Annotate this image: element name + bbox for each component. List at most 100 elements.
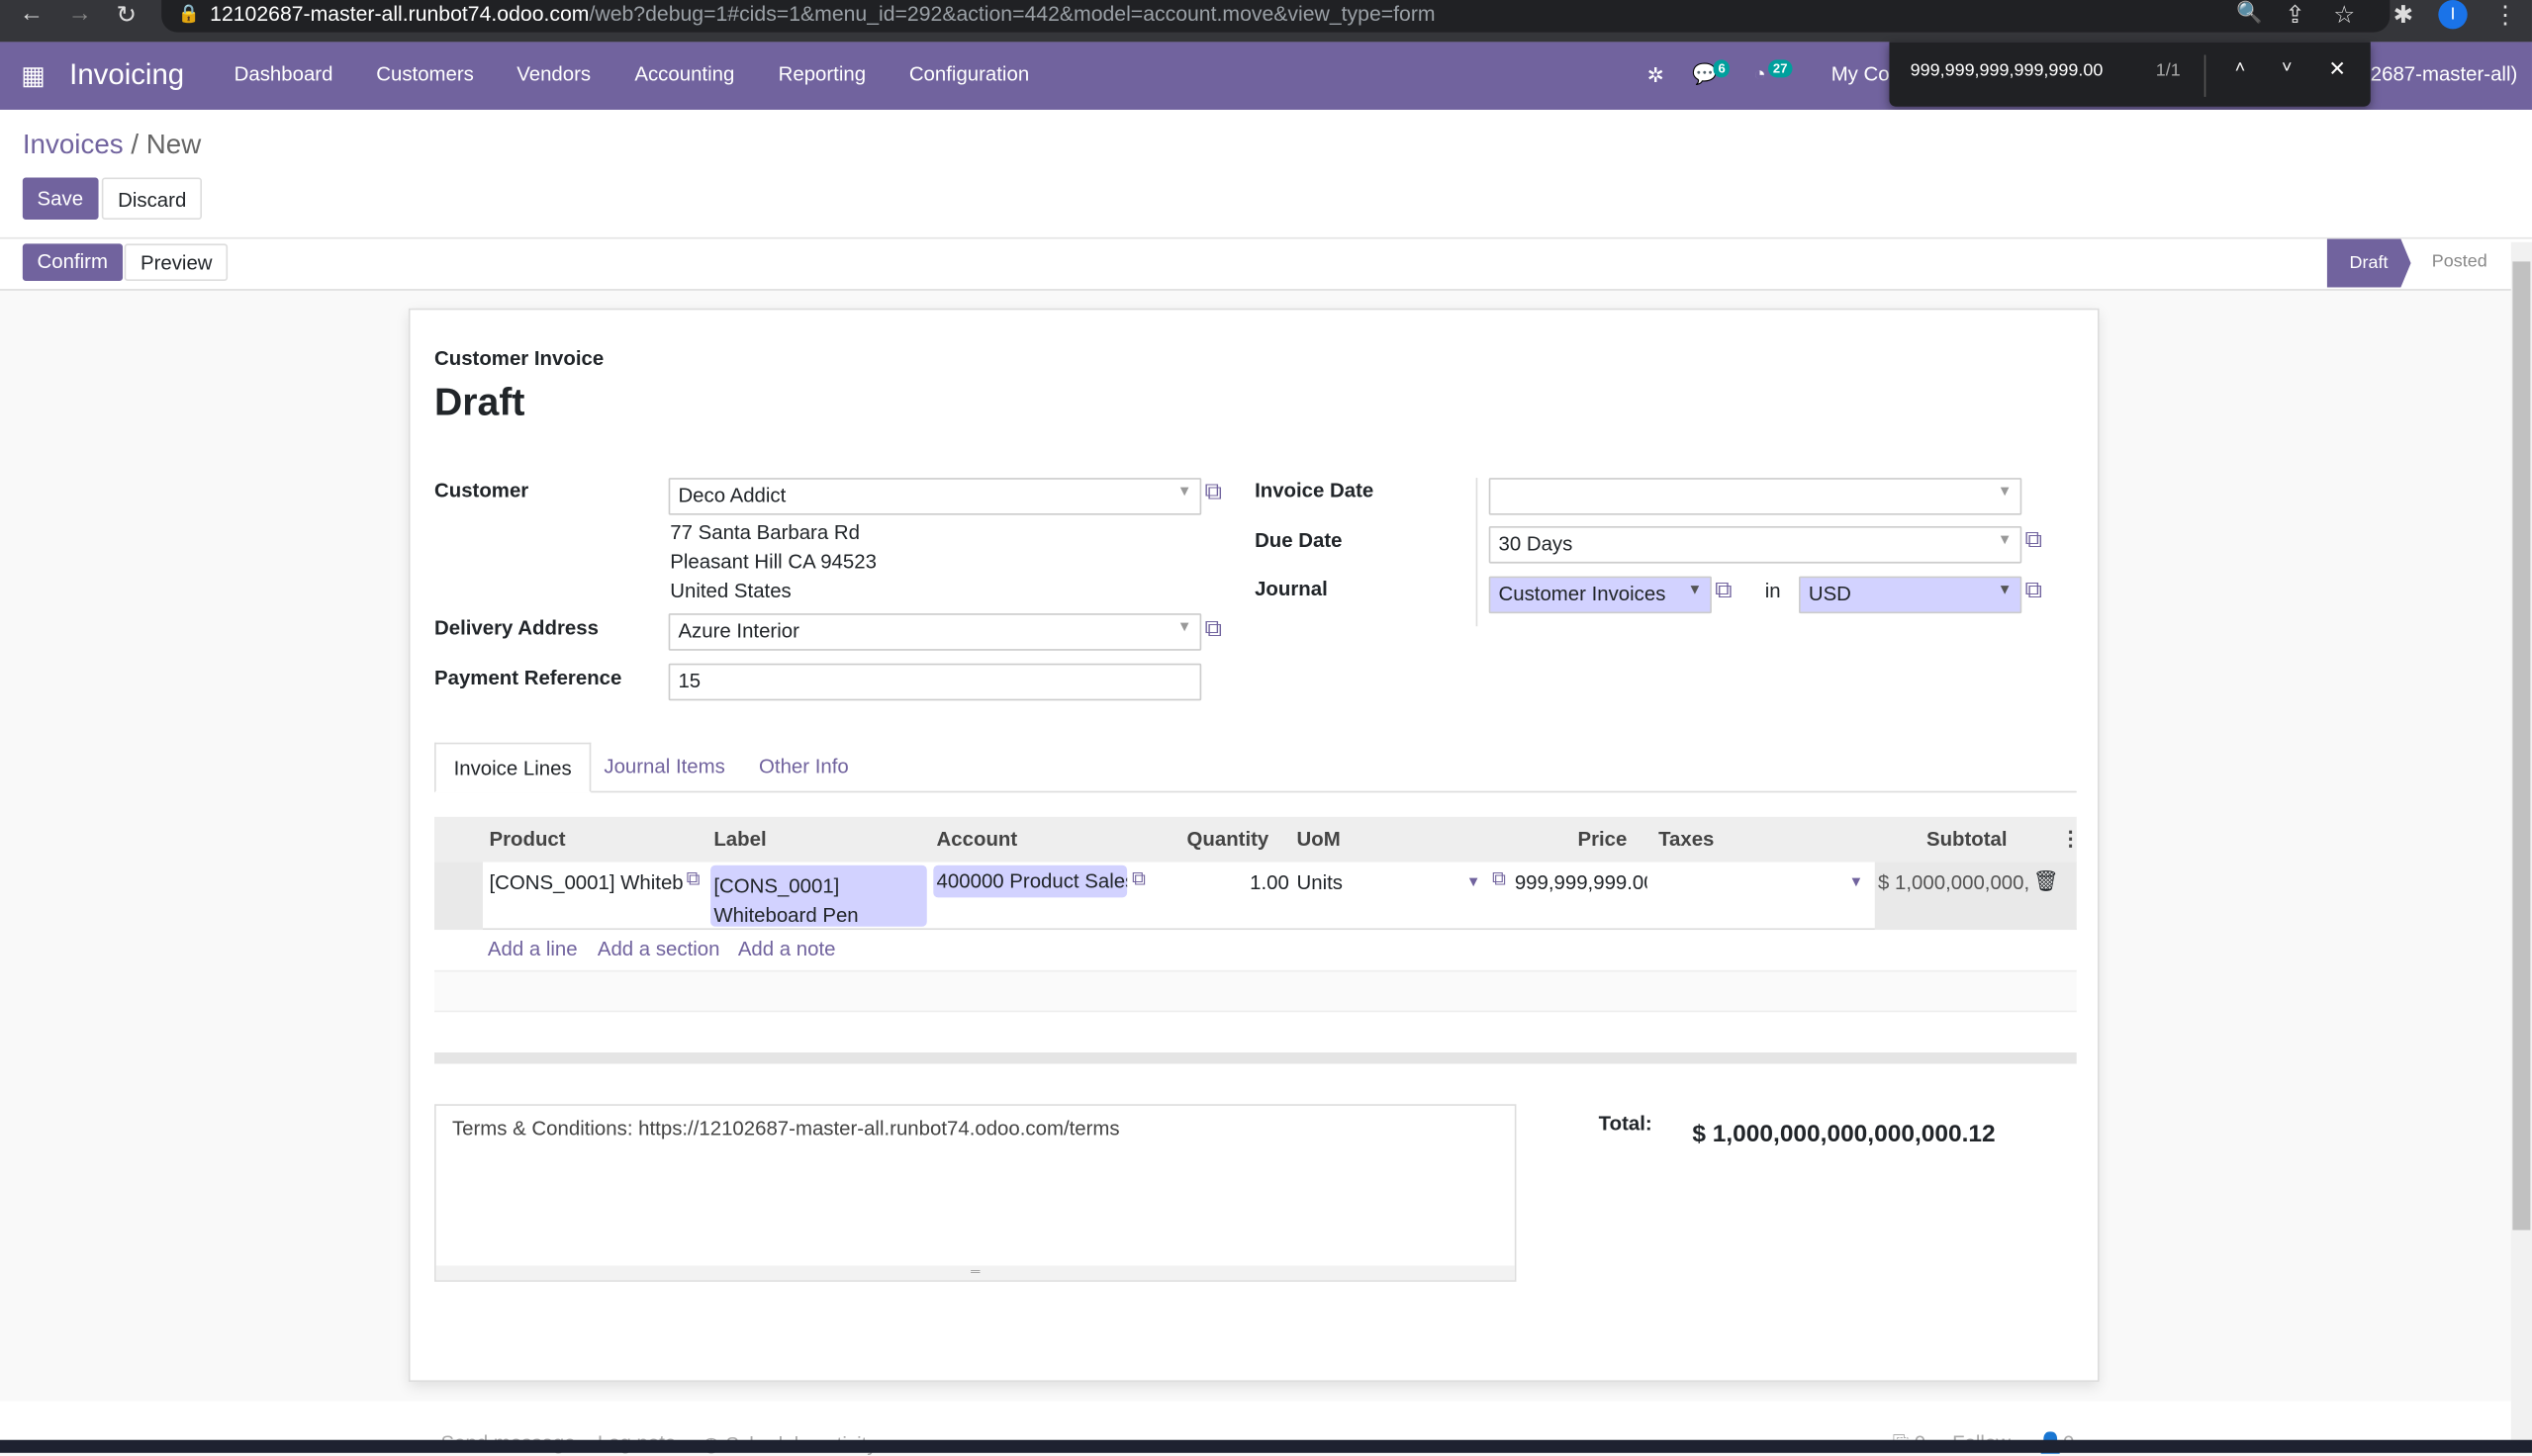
label-cell[interactable]: [CONS_0001] Whiteboard Pen	[710, 864, 927, 927]
divider	[1475, 478, 1478, 627]
delivery-input[interactable]: Azure Interior ▼	[668, 613, 1202, 651]
external-link-icon[interactable]: ⧉	[1491, 866, 1506, 890]
menu-reporting[interactable]: Reporting	[778, 62, 867, 86]
find-next-icon[interactable]: ˅	[2282, 57, 2293, 78]
table-footer	[434, 969, 2077, 1013]
chevron-down-icon[interactable]: ▼	[1465, 872, 1481, 890]
col-quantity[interactable]: Quantity	[1186, 828, 1269, 852]
activities-icon[interactable]: ◔	[1753, 62, 1766, 86]
address-line: 77 Santa Barbara Rd	[670, 521, 860, 544]
search-tab-icon[interactable]: 🔍	[2236, 0, 2263, 25]
add-section-link[interactable]: Add a section	[597, 938, 720, 961]
reload-icon[interactable]: ↻	[116, 1, 138, 30]
confirm-button[interactable]: Confirm	[22, 243, 123, 281]
find-input[interactable]: 999,999,999,999,999.00	[1910, 61, 2104, 81]
discard-button[interactable]: Discard	[101, 177, 203, 220]
col-product[interactable]: Product	[489, 828, 566, 852]
menu-accounting[interactable]: Accounting	[634, 62, 735, 86]
total-label: Total:	[1598, 1112, 1652, 1136]
status-posted[interactable]: Posted	[2431, 251, 2487, 272]
table-row[interactable]: [CONS_0001] Whiteb ⧉ [CONS_0001] Whiteboa…	[434, 862, 2077, 931]
tab-other-info[interactable]: Other Info	[759, 755, 849, 778]
forward-icon[interactable]: →	[67, 0, 93, 28]
save-button[interactable]: Save	[22, 177, 98, 220]
quantity-cell[interactable]: 1.00	[1250, 871, 1289, 895]
lock-icon: 🔒	[177, 4, 200, 25]
menu-configuration[interactable]: Configuration	[908, 62, 1030, 86]
col-price[interactable]: Price	[1577, 828, 1628, 852]
row-handle[interactable]	[434, 862, 483, 931]
subtotal-cell-bg	[1874, 862, 2077, 931]
menu-customers[interactable]: Customers	[376, 62, 474, 86]
col-taxes[interactable]: Taxes	[1658, 828, 1715, 852]
tab-invoice-lines[interactable]: Invoice Lines	[434, 742, 592, 793]
in-text: in	[1764, 579, 1781, 602]
back-icon[interactable]: ←	[19, 0, 45, 28]
user-menu[interactable]: 2687-master-all)	[2370, 62, 2518, 86]
activities-badge: 27	[1768, 59, 1793, 78]
terms-textarea[interactable]: Terms & Conditions: https://12102687-mas…	[434, 1104, 1517, 1282]
company-switcher[interactable]: My Co	[1830, 62, 1890, 86]
address-line: United States	[670, 579, 792, 602]
menu-dashboard[interactable]: Dashboard	[234, 62, 333, 86]
address-line: Pleasant Hill CA 94523	[670, 550, 877, 574]
due-date-label: Due Date	[1255, 529, 1343, 553]
price-cell[interactable]: 999,999,999.00	[1514, 871, 1647, 895]
invoice-date-label: Invoice Date	[1255, 479, 1374, 502]
tab-journal-items[interactable]: Journal Items	[604, 755, 725, 778]
journal-select[interactable]: Customer Invoices ▼	[1488, 576, 1712, 614]
external-link-icon[interactable]: ⧉	[1204, 614, 1222, 643]
col-uom[interactable]: UoM	[1296, 828, 1341, 852]
breadcrumb: Invoices / New	[22, 129, 202, 160]
delete-row-icon[interactable]: 🗑	[2032, 869, 2059, 893]
delivery-label: Delivery Address	[434, 616, 599, 640]
share-icon[interactable]: ⇪	[2285, 1, 2305, 30]
customer-input[interactable]: Deco Addict ▼	[668, 478, 1202, 515]
external-link-icon[interactable]: ⧉	[1715, 576, 1733, 604]
resize-handle[interactable]: ═	[435, 1265, 1515, 1281]
col-label[interactable]: Label	[713, 828, 767, 852]
extensions-icon[interactable]: ✱	[2392, 1, 2414, 30]
app-name[interactable]: Invoicing	[69, 57, 185, 91]
star-icon[interactable]: ☆	[2333, 1, 2356, 30]
profile-avatar[interactable]: I	[2438, 0, 2468, 30]
account-cell[interactable]: 400000 Product Sales	[933, 864, 1128, 898]
journal-label: Journal	[1255, 578, 1328, 601]
address-bar[interactable]: 🔒 12102687-master-all.runbot74.odoo.com/…	[161, 0, 2391, 33]
external-link-icon[interactable]: ⧉	[2024, 526, 2043, 554]
menu-vendors[interactable]: Vendors	[516, 62, 592, 86]
find-prev-icon[interactable]: ˄	[2234, 57, 2246, 78]
chatter: Send message Log note ◷ Schedule activit…	[0, 1401, 2511, 1456]
messages-badge: 6	[1713, 59, 1731, 78]
control-panel: Invoices / New Save Discard Confirm Prev…	[0, 109, 2532, 291]
add-note-link[interactable]: Add a note	[737, 938, 836, 961]
currency-select[interactable]: USD ▼	[1799, 576, 2022, 614]
optional-columns-icon[interactable]: ⋮	[2060, 828, 2081, 852]
add-line-link[interactable]: Add a line	[487, 938, 578, 961]
external-link-icon[interactable]: ⧉	[686, 866, 701, 890]
table-scrollbar[interactable]	[434, 1052, 2077, 1064]
external-link-icon[interactable]: ⧉	[1132, 866, 1147, 890]
status-draft[interactable]: Draft	[2326, 238, 2411, 288]
external-link-icon[interactable]: ⧉	[1204, 478, 1222, 505]
payref-input[interactable]: 15	[668, 663, 1202, 701]
external-link-icon[interactable]: ⧉	[2024, 576, 2043, 604]
due-date-input[interactable]: 30 Days ▼	[1488, 526, 2022, 564]
invoice-lines-table: Product Label Account Quantity UoM Price…	[434, 816, 2081, 931]
subtotal-cell: $ 1,000,000,000,(	[1878, 871, 2030, 895]
page-scrollbar[interactable]	[2510, 241, 2532, 1453]
find-close-icon[interactable]: ✕	[2328, 56, 2347, 81]
messages-icon[interactable]: 💬	[1692, 62, 1718, 86]
apps-grid-icon[interactable]: ▦	[21, 62, 46, 91]
uom-cell[interactable]: Units	[1296, 871, 1343, 895]
col-account[interactable]: Account	[936, 828, 1018, 852]
preview-button[interactable]: Preview	[124, 243, 229, 281]
breadcrumb-invoices[interactable]: Invoices	[22, 129, 124, 160]
invoice-date-input[interactable]: ▼	[1488, 478, 2022, 515]
col-subtotal[interactable]: Subtotal	[1925, 828, 2008, 852]
product-cell[interactable]: [CONS_0001] Whiteb	[489, 871, 684, 895]
chevron-down-icon[interactable]: ▼	[1848, 872, 1864, 890]
divider	[2204, 54, 2206, 97]
browser-menu-icon[interactable]: ⋮	[2492, 1, 2518, 30]
debug-icon[interactable]: ✲	[1646, 64, 1664, 88]
